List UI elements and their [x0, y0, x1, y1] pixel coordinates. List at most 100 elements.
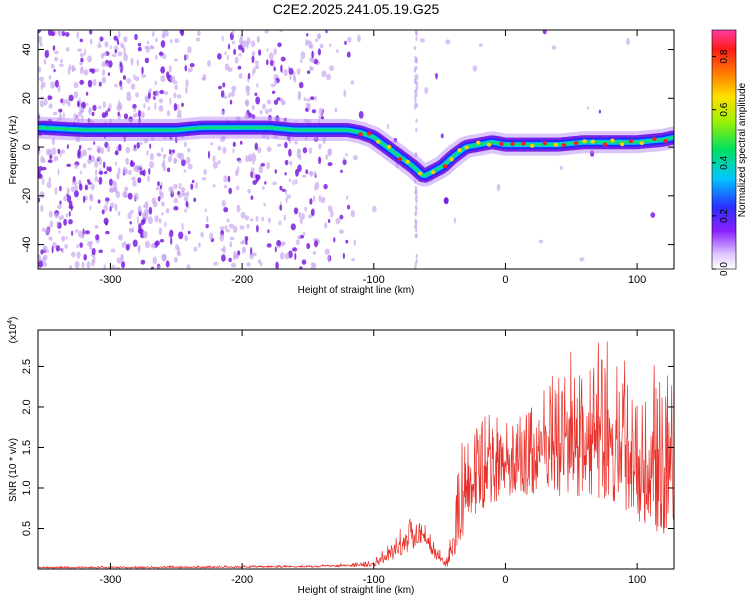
noise-dot: [318, 143, 322, 150]
noise-dot: [129, 229, 135, 233]
noise-dot: [117, 211, 121, 216]
noise-dot: [296, 68, 301, 75]
noise-dot: [306, 98, 311, 102]
noise-dot: [126, 91, 131, 96]
noise-dot: [238, 72, 243, 79]
scale-multiplier: (x104): [7, 317, 19, 344]
noise-dot: [350, 210, 355, 218]
noise-dot: [59, 200, 62, 205]
noise-dot: [39, 191, 45, 199]
noise-dot: [106, 166, 109, 172]
noise-dot: [140, 259, 145, 265]
noise-dot: [219, 233, 225, 242]
noise-dot: [61, 235, 66, 242]
noise-dot: [61, 30, 66, 37]
x-ticks: -300 -200 -100 0 100: [99, 330, 646, 586]
noise-dot: [89, 30, 93, 35]
noise-dot: [496, 183, 501, 192]
noise-dot: [125, 157, 129, 165]
noise-dot: [415, 32, 418, 37]
noise-dot: [79, 170, 82, 175]
noise-dot: [154, 215, 159, 223]
noise-dot: [43, 98, 48, 106]
noise-dot: [542, 30, 547, 35]
noise-dot: [209, 232, 214, 241]
noise-dot: [187, 46, 192, 54]
noise-dot: [135, 92, 139, 98]
noise-dot: [305, 39, 309, 46]
noise-dot: [183, 196, 189, 202]
noise-dot: [246, 90, 250, 96]
noise-dot: [139, 164, 142, 169]
noise-dot: [113, 35, 118, 41]
noise-dot: [239, 36, 243, 45]
noise-dot: [415, 207, 418, 212]
noise-dot: [189, 63, 195, 68]
noise-dot: [445, 39, 451, 45]
noise-dot: [158, 105, 164, 112]
noise-dot: [228, 92, 232, 98]
colorbar-ticks: 0.0 0.2 0.4 0.6 0.8: [712, 49, 730, 276]
noise-dot: [39, 76, 44, 82]
noise-dot: [79, 62, 83, 66]
y-ticks: -40 -20 0 20 40: [21, 43, 674, 253]
noise-dot: [325, 30, 328, 34]
noise-dot: [479, 43, 483, 47]
noise-dot: [415, 253, 418, 259]
ridge-peak: [553, 142, 558, 147]
noise-dot: [73, 180, 78, 187]
noise-dot: [231, 90, 235, 97]
noise-dot: [314, 239, 318, 248]
noise-dot: [139, 141, 143, 146]
noise-dot: [228, 187, 233, 195]
noise-dot: [239, 225, 245, 230]
noise-dot: [104, 171, 108, 175]
noise-dot: [414, 265, 417, 269]
noise-dot: [254, 155, 257, 162]
colorbar-gradient: [711, 29, 737, 270]
noise-dot: [94, 175, 99, 183]
noise-dot: [81, 261, 85, 269]
noise-dot: [54, 212, 60, 219]
noise-dot: [73, 190, 79, 198]
noise-dot: [92, 78, 97, 87]
noise-dot: [92, 104, 97, 111]
noise-dot: [106, 144, 111, 153]
noise-dot: [61, 247, 64, 254]
noise-dot: [40, 81, 46, 88]
ridge-peak: [464, 145, 469, 150]
chart-title: C2E2.2025.241.05.19.G25: [273, 1, 440, 17]
ridge-peak: [521, 141, 526, 146]
noise-dot: [306, 70, 311, 74]
noise-dot: [121, 254, 124, 261]
noise-dot: [228, 223, 235, 229]
noise-dot: [47, 159, 53, 163]
ridge-peak: [449, 157, 454, 162]
noise-dot: [254, 142, 258, 151]
noise-dot: [191, 179, 195, 184]
noise-dot: [153, 96, 156, 100]
noise-dot: [174, 244, 179, 250]
noise-dot: [114, 161, 117, 166]
noise-dot: [250, 195, 254, 200]
noise-dot: [333, 237, 336, 243]
noise-dot: [252, 171, 256, 180]
noise-dot: [38, 66, 41, 73]
noise-dot: [329, 43, 332, 47]
noise-dot: [289, 160, 293, 166]
noise-dot: [117, 167, 121, 175]
noise-dot: [62, 98, 66, 106]
noise-dot: [66, 187, 70, 195]
noise-dot: [222, 245, 226, 254]
noise-dot: [66, 144, 69, 150]
noise-dot: [85, 91, 89, 96]
noise-dot: [123, 36, 128, 43]
snr-line: [38, 341, 674, 569]
noise-dot: [289, 139, 292, 144]
noise-dot: [57, 168, 60, 176]
noise-dot: [314, 95, 317, 102]
noise-dot: [105, 200, 109, 205]
noise-dot: [68, 94, 74, 102]
noise-dot: [178, 182, 182, 190]
noise-dot: [177, 94, 182, 99]
